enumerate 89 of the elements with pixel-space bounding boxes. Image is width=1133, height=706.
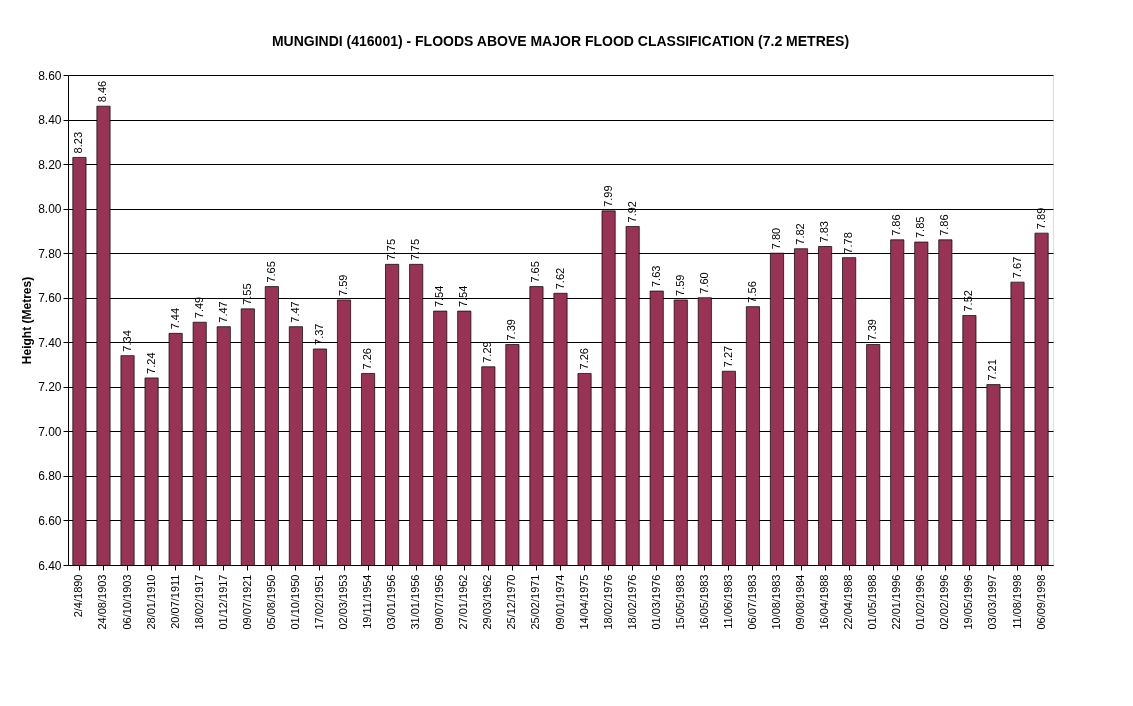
x-tick-label: 2/4/1890 (72, 574, 85, 618)
data-label: 7.82 (794, 223, 807, 245)
x-tick-label: 09/07/1956 (433, 574, 446, 630)
x-tick-label: 27/01/1962 (457, 574, 470, 630)
x-tick-label: 01/05/1988 (866, 574, 879, 630)
x-tick-label: 03/01/1956 (385, 574, 398, 630)
data-label: 7.47 (288, 301, 301, 323)
data-label: 7.67 (1010, 256, 1023, 279)
data-label: 8.23 (72, 131, 85, 154)
x-tick-label: 19/05/1996 (962, 574, 975, 630)
x-tick-label: 01/12/1917 (216, 574, 229, 630)
data-label: 7.59 (337, 274, 350, 296)
x-tick-label: 02/03/1953 (337, 574, 350, 630)
data-label: 7.60 (697, 272, 710, 294)
x-tick-label: 18/02/1917 (192, 574, 205, 630)
data-label: 7.27 (721, 345, 734, 368)
x-tick-label: 29/03/1962 (481, 574, 494, 630)
x-tick-label: 20/07/1911 (168, 574, 181, 629)
x-tick-label: 16/04/1988 (818, 574, 831, 630)
y-tick-label: 7.60 (38, 291, 62, 306)
data-label: 7.39 (866, 319, 879, 341)
x-tick-label: 18/02/1976 (625, 574, 638, 630)
data-label: 7.21 (986, 359, 999, 381)
data-label: 7.65 (264, 261, 277, 283)
data-label: 7.65 (529, 261, 542, 283)
x-tick-label: 25/12/1970 (505, 574, 518, 630)
x-tick-label: 09/01/1974 (553, 574, 566, 630)
y-tick-label: 6.40 (38, 558, 62, 573)
data-label: 7.75 (409, 238, 422, 261)
x-tick-label: 05/08/1950 (264, 574, 277, 630)
chart-title: MUNGINDI (416001) - FLOODS ABOVE MAJOR FLOOD CLASSIFICATION (7.2 METRES) (271, 33, 850, 49)
x-tick-label: 01/03/1976 (649, 574, 662, 630)
x-tick-label: 15/05/1983 (673, 574, 686, 630)
x-tick-label: 19/11/1954 (361, 574, 374, 629)
data-label: 7.59 (673, 274, 686, 296)
x-tick-label: 06/07/1983 (745, 574, 758, 630)
x-tick-label: 02/02/1996 (938, 574, 951, 630)
data-label: 7.99 (601, 185, 614, 207)
x-tick-label: 11/08/1998 (1010, 574, 1023, 629)
data-label: 7.54 (457, 285, 470, 308)
data-label: 7.86 (938, 214, 951, 236)
x-tick-label: 25/02/1971 (529, 574, 542, 630)
data-label: 7.24 (144, 352, 157, 374)
y-tick-label: 6.80 (38, 469, 62, 484)
data-label: 7.63 (649, 265, 662, 288)
y-tick-label: 7.80 (38, 246, 62, 261)
x-tick-label: 09/07/1921 (240, 574, 253, 630)
data-label: 7.75 (385, 238, 398, 261)
x-tick-label: 17/02/1951 (312, 574, 325, 630)
x-tick-label: 01/10/1950 (288, 574, 301, 630)
y-tick-label: 8.60 (38, 68, 62, 83)
y-axis-title: Height (Metres) (20, 276, 35, 365)
data-label: 7.44 (168, 307, 181, 330)
x-tick-label: 16/05/1983 (697, 574, 710, 630)
x-tick-label: 22/01/1996 (890, 574, 903, 630)
data-label: 7.78 (842, 232, 855, 254)
data-label: 7.26 (577, 348, 590, 370)
data-label: 7.62 (553, 267, 566, 290)
data-label: 7.34 (120, 330, 133, 352)
data-label: 7.39 (505, 319, 518, 341)
y-tick-label: 7.40 (38, 335, 62, 350)
x-tick-label: 01/02/1996 (914, 574, 927, 630)
x-tick-label: 14/04/1975 (577, 574, 590, 630)
x-tick-label: 06/10/1903 (120, 574, 133, 630)
x-tick-label: 09/08/1984 (794, 574, 807, 630)
data-label: 7.26 (361, 348, 374, 370)
x-tick-label: 03/03/1997 (986, 574, 999, 630)
y-tick-label: 8.20 (38, 157, 62, 172)
data-label: 7.86 (890, 214, 903, 236)
y-tick-label: 7.20 (38, 380, 62, 395)
x-tick-label: 24/08/1903 (96, 574, 109, 630)
data-label: 7.85 (914, 216, 927, 239)
y-tick-label: 6.60 (38, 513, 62, 528)
data-label: 7.47 (216, 301, 229, 323)
y-tick-label: 8.40 (38, 113, 62, 128)
data-label: 7.55 (240, 283, 253, 305)
x-tick-label: 31/01/1956 (409, 574, 422, 630)
data-label: 7.83 (818, 221, 831, 243)
x-tick-label: 06/09/1998 (1034, 574, 1047, 630)
y-tick-label: 8.00 (38, 202, 62, 217)
x-tick-label: 18/02/1976 (601, 574, 614, 630)
x-tick-label: 22/04/1988 (842, 574, 855, 630)
x-tick-label: 10/08/1983 (769, 574, 782, 630)
y-tick-label: 7.00 (38, 424, 62, 439)
data-label: 7.80 (769, 227, 782, 250)
data-label: 8.46 (96, 80, 109, 103)
data-label: 7.54 (433, 285, 446, 308)
x-tick-label: 11/06/1983 (721, 574, 734, 629)
x-tick-label: 28/01/1910 (144, 574, 157, 630)
